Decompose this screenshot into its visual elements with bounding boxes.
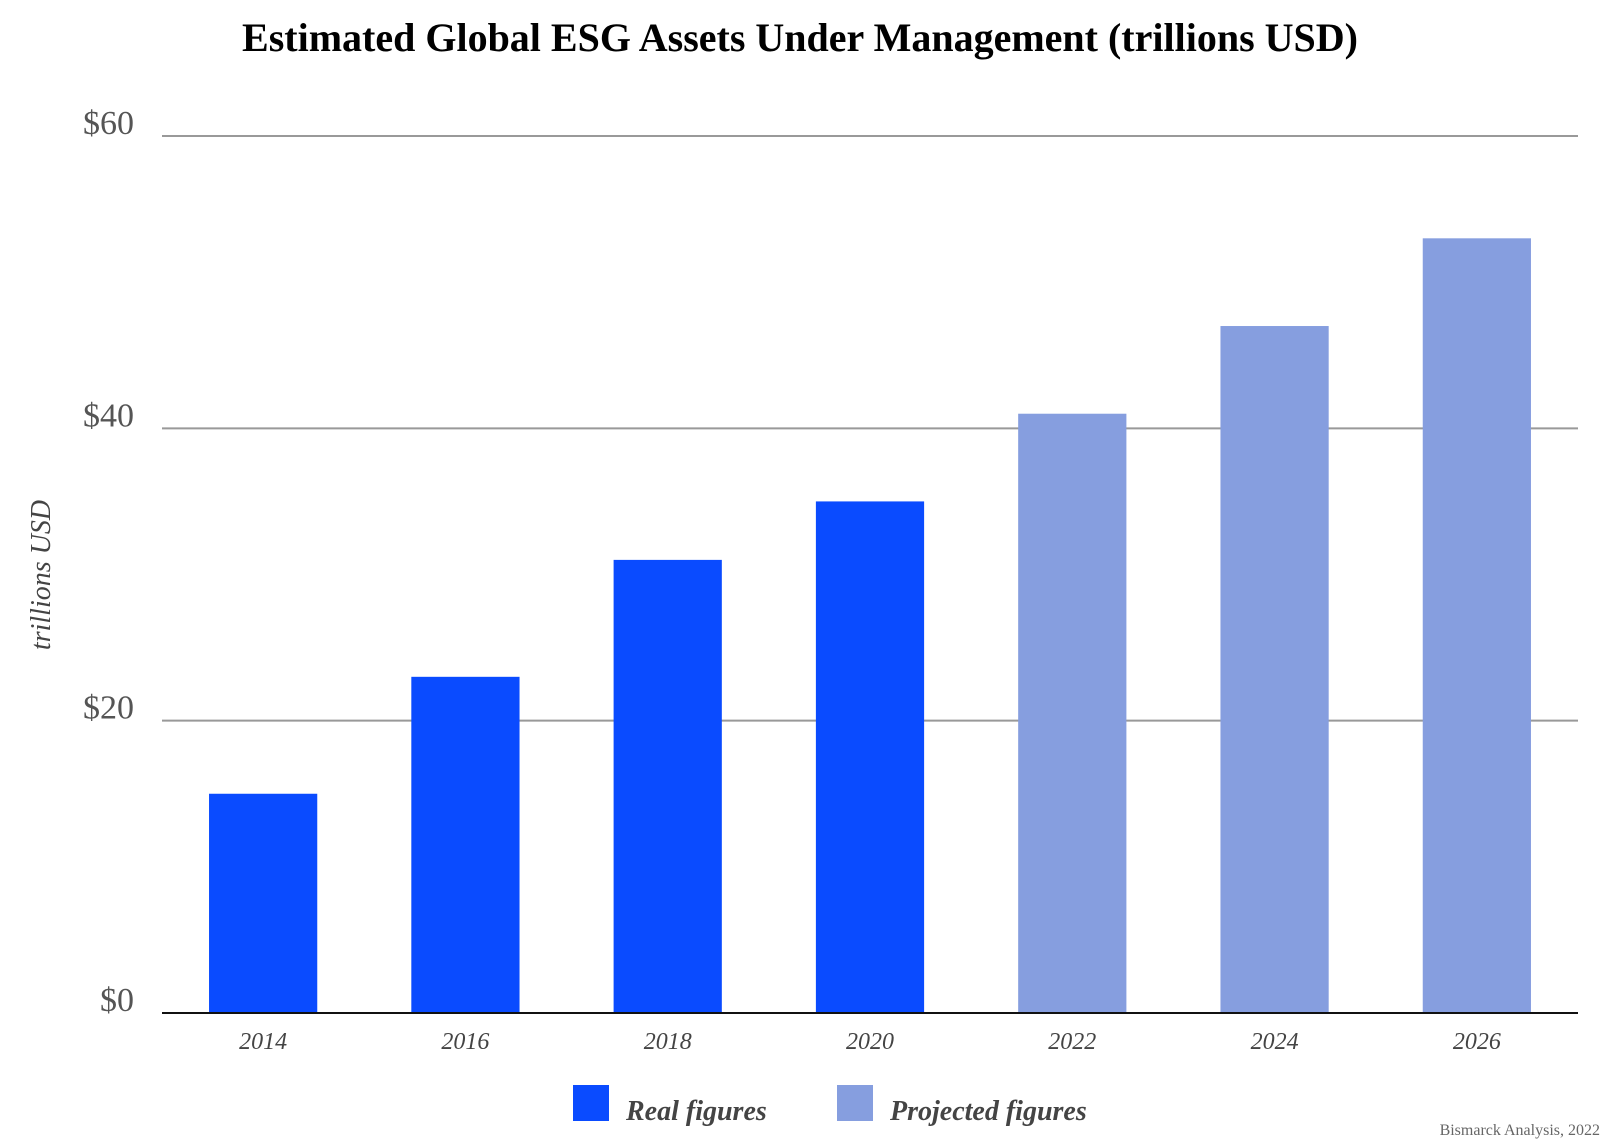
bar	[209, 793, 318, 1013]
y-tick-label: $40	[83, 397, 134, 434]
legend-swatch	[573, 1085, 609, 1121]
bar	[1018, 413, 1127, 1013]
y-tick-label: $20	[83, 690, 134, 727]
bar	[815, 501, 925, 1013]
x-tick-label: 2020	[846, 1029, 894, 1055]
y-tick-label: $0	[100, 982, 134, 1019]
y-tick-label: $60	[83, 105, 134, 142]
chart-title: Estimated Global ESG Assets Under Manage…	[242, 15, 1358, 60]
bar	[1422, 238, 1531, 1014]
bar	[613, 559, 722, 1013]
x-tick-label: 2016	[441, 1029, 489, 1055]
x-tick-label: 2014	[239, 1029, 287, 1055]
x-tick-label: 2018	[644, 1029, 692, 1055]
source-credit: Bismarck Analysis, 2022	[1439, 1122, 1600, 1139]
legend-swatch	[837, 1085, 873, 1121]
bar	[411, 676, 520, 1013]
bar	[1220, 326, 1329, 1013]
x-tick-label: 2024	[1251, 1029, 1299, 1055]
legend-label: Projected figures	[889, 1096, 1087, 1127]
legend-label: Real figures	[625, 1096, 767, 1127]
x-tick-label: 2022	[1048, 1029, 1096, 1055]
x-tick-label: 2026	[1453, 1029, 1501, 1055]
